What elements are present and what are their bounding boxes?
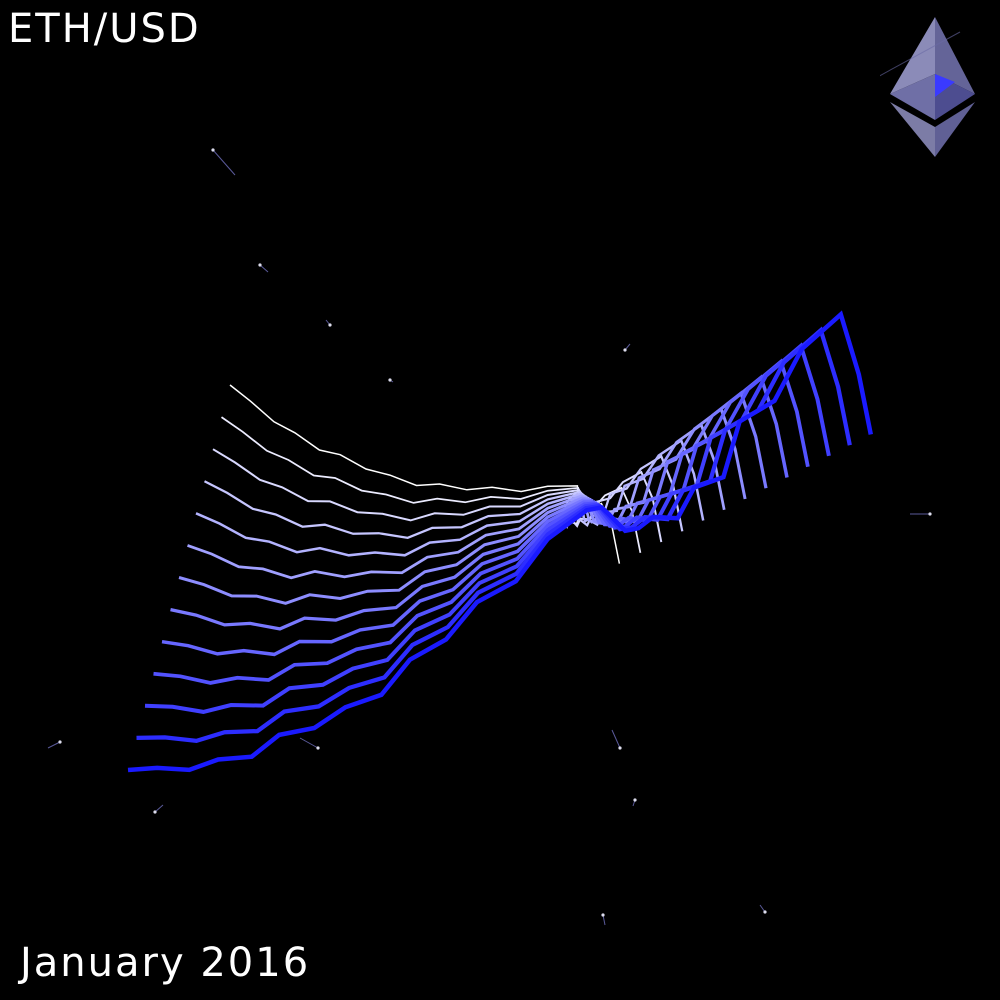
ribbon-line xyxy=(170,390,768,631)
star xyxy=(623,348,627,352)
star xyxy=(153,810,157,814)
star-streak xyxy=(47,741,61,749)
ribbon-line xyxy=(153,358,810,685)
pair-title: ETH/USD xyxy=(8,6,201,52)
ethereum-icon xyxy=(880,17,975,157)
star-streak xyxy=(154,804,164,813)
star-streak xyxy=(259,264,269,273)
ribbon-line xyxy=(178,406,747,605)
ribbon-line xyxy=(195,438,705,557)
star xyxy=(928,512,932,516)
star xyxy=(211,148,215,152)
star xyxy=(633,798,637,802)
star-streak xyxy=(611,729,621,749)
starfield xyxy=(47,148,932,926)
ribbon-line xyxy=(144,342,831,714)
star xyxy=(763,910,767,914)
star xyxy=(328,323,332,327)
star-streak xyxy=(212,149,236,176)
ribbon-line xyxy=(127,310,874,773)
ribbon-line xyxy=(161,374,789,657)
ribbon-line xyxy=(203,454,684,539)
star xyxy=(58,740,62,744)
star xyxy=(316,746,320,750)
star xyxy=(388,378,392,382)
star xyxy=(618,746,622,750)
ribbon-line xyxy=(229,384,621,564)
star xyxy=(258,263,262,267)
star-streak xyxy=(299,737,319,749)
star-streak xyxy=(602,914,606,926)
ribbon-line xyxy=(187,422,726,580)
period-label: January 2016 xyxy=(20,940,311,986)
price-ribbon xyxy=(127,310,874,773)
star xyxy=(601,913,605,917)
ribbon-line xyxy=(212,448,663,543)
